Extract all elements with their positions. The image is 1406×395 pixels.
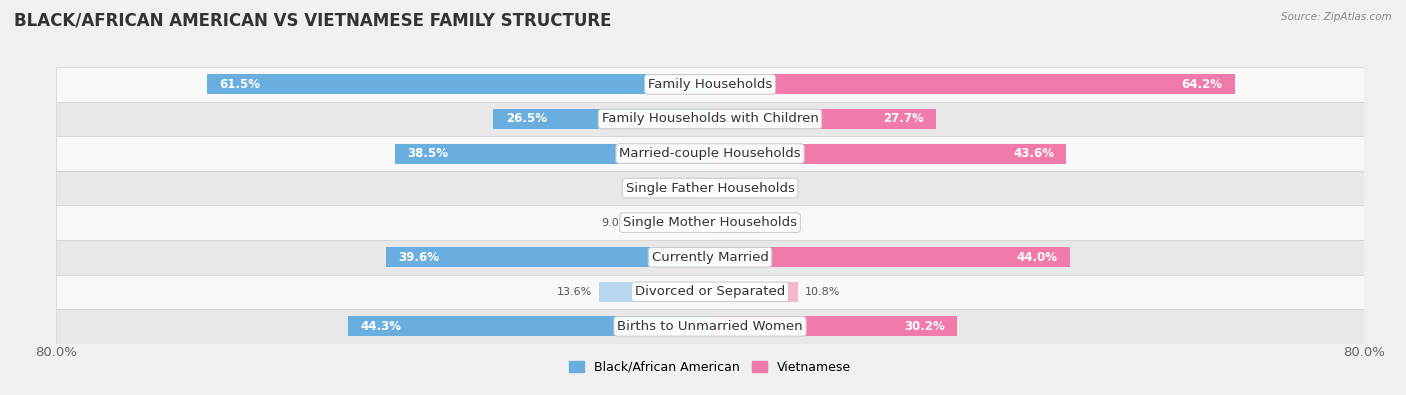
Text: 30.2%: 30.2% [904, 320, 945, 333]
Bar [494, 109, 710, 129]
Text: Married-couple Households: Married-couple Households [619, 147, 801, 160]
Text: BLACK/AFRICAN AMERICAN VS VIETNAMESE FAMILY STRUCTURE: BLACK/AFRICAN AMERICAN VS VIETNAMESE FAM… [14, 12, 612, 30]
Bar [710, 247, 1070, 267]
Bar [56, 171, 1364, 205]
Text: Family Households: Family Households [648, 78, 772, 91]
Bar [710, 74, 1234, 94]
Bar [710, 282, 799, 302]
Bar [599, 282, 710, 302]
Text: Single Mother Households: Single Mother Households [623, 216, 797, 229]
Bar [710, 316, 957, 337]
Text: 43.6%: 43.6% [1014, 147, 1054, 160]
Bar [56, 136, 1364, 171]
Text: 2.4%: 2.4% [655, 183, 683, 193]
Text: 2.0%: 2.0% [733, 183, 761, 193]
Bar [710, 143, 1066, 164]
Text: 10.8%: 10.8% [804, 287, 841, 297]
Text: 9.0%: 9.0% [602, 218, 630, 228]
Text: 64.2%: 64.2% [1181, 78, 1222, 91]
Text: 44.0%: 44.0% [1017, 251, 1057, 264]
Bar [56, 67, 1364, 102]
Text: 44.3%: 44.3% [360, 320, 401, 333]
Text: Family Households with Children: Family Households with Children [602, 113, 818, 126]
Text: Currently Married: Currently Married [651, 251, 769, 264]
Bar [56, 309, 1364, 344]
Text: Births to Unmarried Women: Births to Unmarried Women [617, 320, 803, 333]
Bar [349, 316, 710, 337]
Text: 39.6%: 39.6% [399, 251, 440, 264]
Text: Source: ZipAtlas.com: Source: ZipAtlas.com [1281, 12, 1392, 22]
Text: 27.7%: 27.7% [883, 113, 924, 126]
Bar [637, 213, 710, 233]
Bar [56, 205, 1364, 240]
Text: 61.5%: 61.5% [219, 78, 260, 91]
Text: Single Father Households: Single Father Households [626, 182, 794, 195]
Text: 38.5%: 38.5% [408, 147, 449, 160]
Bar [710, 213, 765, 233]
Bar [387, 247, 710, 267]
Bar [690, 178, 710, 198]
Bar [395, 143, 710, 164]
Bar [56, 102, 1364, 136]
Text: 26.5%: 26.5% [506, 113, 547, 126]
Bar [56, 240, 1364, 275]
Bar [56, 275, 1364, 309]
Text: 6.7%: 6.7% [772, 218, 800, 228]
Bar [208, 74, 710, 94]
Legend: Black/African American, Vietnamese: Black/African American, Vietnamese [564, 356, 856, 379]
Bar [710, 109, 936, 129]
Text: Divorced or Separated: Divorced or Separated [636, 285, 785, 298]
Bar [710, 178, 727, 198]
Text: 13.6%: 13.6% [557, 287, 592, 297]
